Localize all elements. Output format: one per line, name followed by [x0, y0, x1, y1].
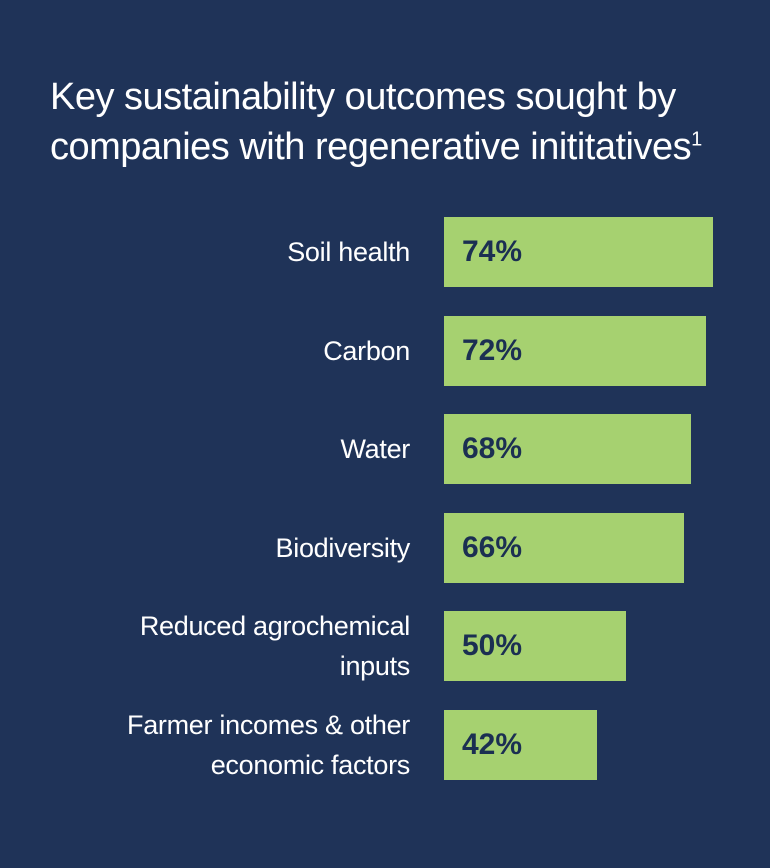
bar-value-label: 50% [462, 629, 523, 662]
category-label: Water [340, 434, 410, 464]
bar: 72% [444, 316, 706, 386]
bar-value-label: 66% [462, 531, 523, 564]
bar: 74% [444, 217, 713, 287]
bar: 42% [444, 710, 597, 780]
bar-value-label: 72% [462, 334, 523, 367]
title-footnote-marker: 1 [691, 128, 702, 151]
chart-title-text: Key sustainability outcomes sought by co… [50, 76, 692, 168]
category-label: Reduced agrochemical inputs [139, 611, 410, 681]
category-label: Carbon [323, 336, 410, 366]
category-label: Biodiversity [275, 533, 411, 563]
bar-value-label: 68% [462, 432, 523, 465]
bar: 68% [444, 414, 691, 484]
category-label: Farmer incomes & other economic factors [127, 710, 410, 780]
bar-value-label: 74% [462, 235, 523, 268]
category-label: Soil health [287, 237, 410, 267]
bar: 66% [444, 513, 684, 583]
chart-title: Key sustainability outcomes sought by co… [50, 72, 740, 172]
bar: 50% [444, 611, 626, 681]
bar-value-label: 42% [462, 728, 523, 761]
